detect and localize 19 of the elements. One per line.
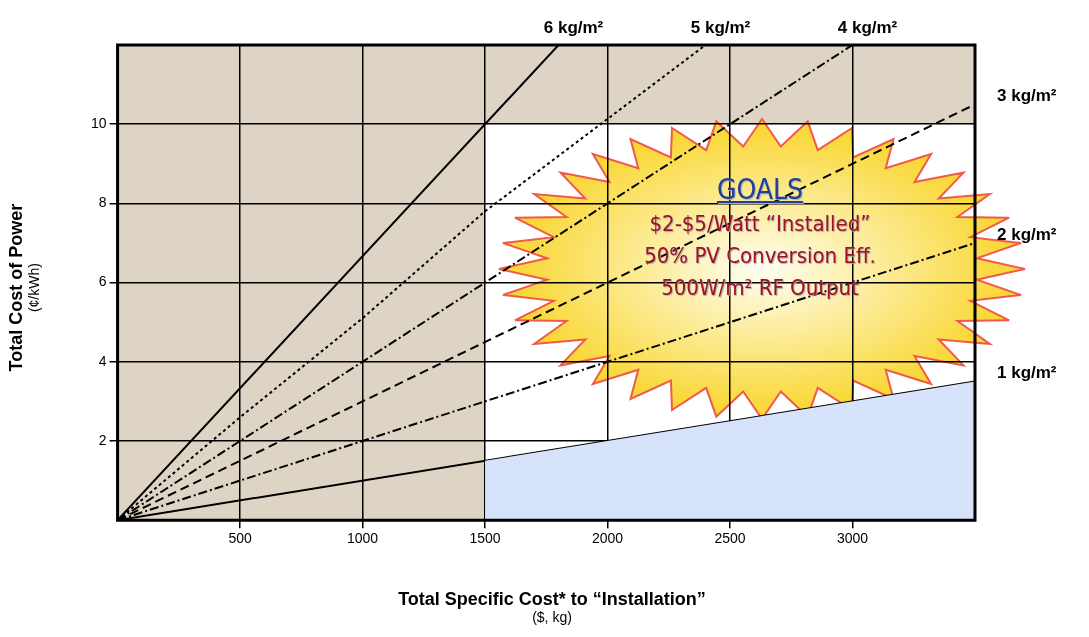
series-label: 4 kg/m² — [837, 18, 898, 38]
x-tick-label: 2500 — [714, 530, 746, 547]
x-tick-label: 1000 — [346, 530, 379, 547]
y-tick-label: 6 — [98, 273, 107, 290]
x-axis-title: Total Specific Cost* to “Installation” ($, kg) — [397, 589, 707, 626]
y-axis-title: Total Cost of Power (¢/kWh) — [6, 202, 43, 374]
x-tick-label: 2000 — [591, 530, 624, 547]
series-label: 3 kg/m² — [997, 86, 1057, 106]
series-label: 6 kg/m² — [543, 18, 604, 38]
y-tick-label: 8 — [98, 194, 107, 211]
x-tick-label: 1500 — [469, 530, 501, 547]
series-label: 1 kg/m² — [997, 363, 1057, 383]
y-tick-label: 10 — [90, 115, 107, 132]
series-label: 5 kg/m² — [690, 18, 751, 38]
y-tick-label: 4 — [98, 352, 107, 369]
x-tick-label: 500 — [228, 530, 252, 547]
x-tick-label: 3000 — [836, 530, 869, 547]
series-label: 2 kg/m² — [997, 224, 1057, 244]
y-tick-label: 2 — [98, 431, 107, 448]
